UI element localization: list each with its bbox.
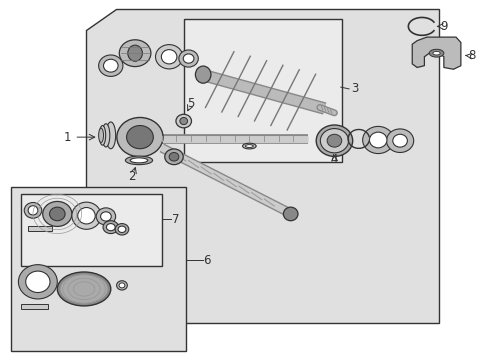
Bar [183, 19, 341, 162]
Ellipse shape [126, 126, 153, 149]
Ellipse shape [103, 221, 118, 234]
Ellipse shape [99, 128, 103, 143]
Ellipse shape [130, 158, 147, 163]
Polygon shape [86, 9, 438, 323]
Ellipse shape [99, 126, 105, 145]
Text: 2: 2 [128, 170, 135, 183]
Text: 9: 9 [439, 20, 447, 33]
Ellipse shape [101, 212, 111, 221]
Ellipse shape [161, 50, 177, 64]
Ellipse shape [369, 132, 386, 148]
Ellipse shape [316, 125, 352, 157]
Bar [21, 194, 162, 266]
Bar [21, 304, 47, 309]
Ellipse shape [117, 117, 163, 157]
Ellipse shape [127, 45, 142, 61]
Ellipse shape [26, 271, 50, 293]
Text: 5: 5 [187, 97, 194, 110]
Ellipse shape [386, 129, 413, 153]
Ellipse shape [103, 59, 118, 72]
Text: 4: 4 [330, 153, 338, 166]
Ellipse shape [42, 202, 72, 226]
Ellipse shape [392, 134, 407, 147]
Ellipse shape [118, 226, 125, 233]
Ellipse shape [119, 40, 151, 67]
Ellipse shape [57, 272, 111, 306]
Ellipse shape [176, 114, 191, 128]
Ellipse shape [320, 129, 348, 153]
Bar [28, 226, 52, 231]
Text: 1: 1 [63, 131, 71, 144]
Ellipse shape [283, 207, 297, 221]
Ellipse shape [164, 149, 183, 165]
Ellipse shape [102, 124, 110, 147]
Ellipse shape [428, 49, 443, 57]
Ellipse shape [125, 156, 152, 165]
Text: 3: 3 [351, 82, 358, 95]
Ellipse shape [96, 208, 116, 225]
Ellipse shape [183, 54, 194, 63]
Ellipse shape [362, 126, 393, 154]
Bar [11, 187, 186, 351]
Ellipse shape [28, 206, 38, 215]
Ellipse shape [179, 50, 198, 67]
Ellipse shape [242, 143, 256, 149]
Ellipse shape [245, 145, 253, 148]
Ellipse shape [99, 55, 122, 76]
Ellipse shape [78, 207, 95, 224]
Ellipse shape [49, 207, 65, 221]
Ellipse shape [432, 51, 439, 55]
Ellipse shape [195, 66, 210, 83]
Ellipse shape [155, 45, 183, 69]
Text: 6: 6 [203, 254, 210, 267]
Ellipse shape [180, 117, 187, 125]
Text: 7: 7 [171, 213, 179, 226]
Ellipse shape [326, 134, 341, 147]
Ellipse shape [106, 122, 116, 149]
Ellipse shape [72, 202, 101, 229]
Ellipse shape [24, 203, 41, 218]
Ellipse shape [119, 283, 124, 288]
Ellipse shape [169, 153, 179, 161]
Ellipse shape [115, 224, 128, 235]
Ellipse shape [61, 275, 107, 303]
Text: 8: 8 [468, 49, 475, 62]
Ellipse shape [116, 281, 127, 290]
Ellipse shape [106, 224, 115, 231]
Polygon shape [411, 37, 460, 69]
Ellipse shape [19, 265, 57, 299]
